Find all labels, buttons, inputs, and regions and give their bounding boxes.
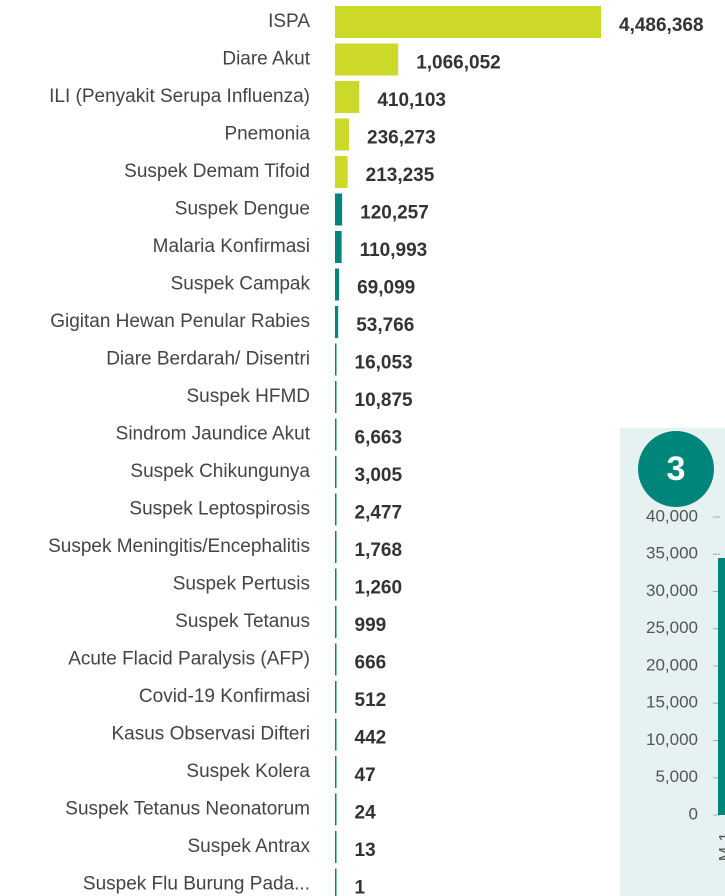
y-tick-label: 25,000 (646, 618, 698, 637)
bar (335, 531, 337, 563)
bar (335, 306, 339, 338)
category-label: Suspek Meningitis/Encephalitis (48, 536, 310, 557)
badge (638, 431, 714, 507)
value-label: 1,066,052 (416, 53, 501, 74)
category-label: Covid-19 Konfirmasi (139, 686, 310, 707)
category-label: Acute Flacid Paralysis (AFP) (68, 649, 310, 670)
value-label: 3,005 (355, 465, 403, 486)
bar (335, 681, 337, 713)
category-label: Suspek Tetanus (175, 611, 310, 632)
bar (335, 643, 337, 676)
bar (335, 118, 350, 151)
value-label: 1,768 (355, 540, 403, 561)
bar (335, 568, 337, 601)
bar (335, 418, 337, 451)
category-label: Suspek Pertusis (173, 574, 310, 595)
badge-number: 3 (667, 450, 686, 488)
value-label: 4,486,368 (619, 15, 704, 36)
y-tick-label: 40,000 (646, 506, 698, 525)
bar (335, 606, 337, 638)
bar (335, 756, 337, 788)
bar (335, 6, 601, 38)
category-label: Suspek Chikungunya (130, 461, 310, 482)
bar (335, 268, 340, 301)
value-label: 16,053 (355, 353, 413, 374)
bar (335, 343, 337, 376)
bar (335, 231, 342, 263)
category-label: Kasus Observasi Difteri (111, 724, 310, 745)
value-label: 2,477 (355, 503, 403, 524)
bar (335, 831, 337, 863)
category-label: Diare Akut (222, 49, 310, 70)
y-tick-label: 0 (689, 804, 698, 823)
category-label: Malaria Konfirmasi (153, 236, 310, 257)
category-label: ILI (Penyakit Serupa Influenza) (49, 86, 310, 107)
category-label: Diare Berdarah/ Disentri (106, 349, 310, 370)
value-label: 6,663 (355, 428, 403, 449)
value-label: 13 (355, 840, 376, 861)
bar (335, 381, 337, 413)
bar (335, 456, 337, 488)
y-tick-label: 10,000 (646, 730, 698, 749)
category-label: Suspek Tetanus Neonatorum (65, 799, 310, 820)
value-label: 410,103 (377, 90, 446, 111)
bar (335, 718, 337, 751)
value-label: 666 (355, 653, 387, 674)
bar (335, 193, 343, 226)
value-label: 999 (355, 615, 387, 636)
column (718, 557, 725, 815)
y-tick-label: 5,000 (655, 767, 698, 786)
bar (335, 43, 399, 76)
category-label: Suspek Leptospirosis (129, 499, 310, 520)
bar (335, 493, 337, 526)
value-label: 110,993 (360, 240, 428, 261)
bar (335, 868, 337, 896)
category-label: Suspek Campak (171, 274, 311, 295)
category-label: Sindrom Jaundice Akut (116, 424, 311, 445)
value-label: 10,875 (355, 390, 414, 411)
bar (335, 81, 360, 113)
bar (335, 156, 348, 188)
category-label: Suspek Demam Tifoid (124, 161, 310, 182)
value-label: 1,260 (355, 578, 403, 599)
category-label: Suspek Dengue (175, 199, 310, 220)
value-label: 69,099 (357, 278, 415, 299)
value-label: 512 (355, 690, 387, 711)
y-tick-label: 30,000 (646, 581, 698, 600)
value-label: 24 (355, 803, 377, 824)
category-label: Suspek Kolera (186, 761, 310, 782)
value-label: 213,235 (366, 165, 435, 186)
category-label: Suspek HFMD (186, 386, 310, 407)
category-label: ISPA (268, 11, 310, 32)
bar (335, 793, 337, 826)
x-tick-label: M-1 (715, 832, 725, 861)
value-label: 53,766 (356, 315, 414, 336)
y-tick-label: 35,000 (646, 544, 698, 563)
value-label: 47 (355, 765, 376, 786)
y-tick-label: 15,000 (646, 693, 698, 712)
value-label: 120,257 (360, 203, 429, 224)
value-label: 442 (355, 728, 387, 749)
category-label: Gigitan Hewan Penular Rabies (50, 311, 310, 332)
category-label: Suspek Flu Burung Pada... (83, 874, 310, 895)
value-label: 1 (355, 878, 366, 896)
y-tick-label: 20,000 (646, 655, 698, 674)
value-label: 236,273 (367, 128, 436, 149)
category-label: Pnemonia (224, 124, 310, 145)
category-label: Suspek Antrax (187, 836, 310, 857)
